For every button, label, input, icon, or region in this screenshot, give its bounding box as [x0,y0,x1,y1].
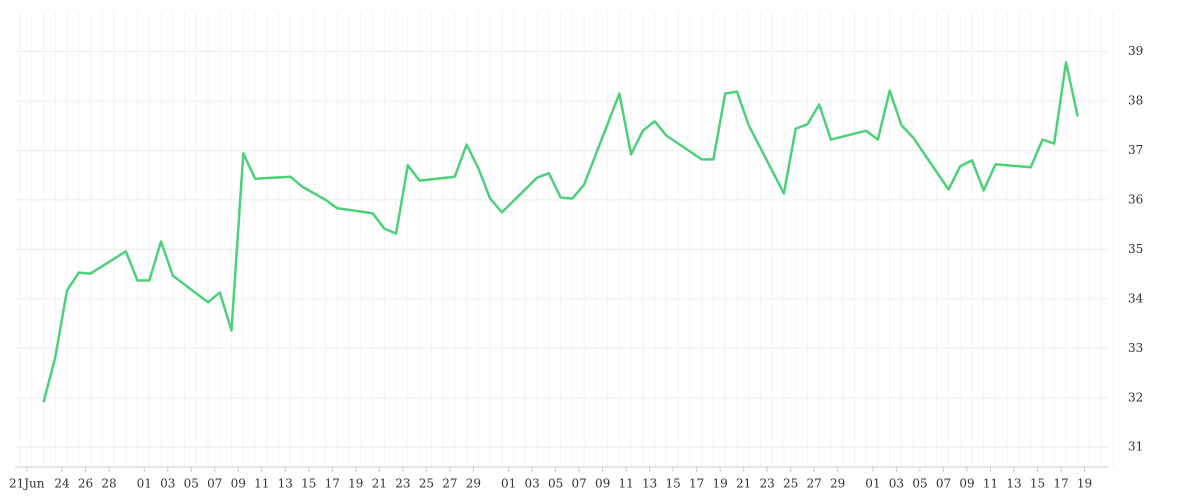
x-tick-label: 11 [254,477,269,491]
x-tick-label: 19 [1077,477,1092,491]
x-tick-label: 21Jun [9,477,45,491]
y-tick-label: 31 [1128,440,1143,454]
x-tick-label: 25 [419,477,434,491]
x-tick-label: 23 [395,477,410,491]
x-tick-label: 09 [959,477,974,491]
x-tick-label: 15 [1030,477,1045,491]
y-tick-label: 39 [1128,44,1143,58]
x-tick-label: 15 [666,477,681,491]
x-tick-label: 05 [548,477,563,491]
x-tick-label: 29 [466,477,481,491]
x-tick-label: 05 [912,477,927,491]
x-tick-label: 13 [278,477,293,491]
y-tick-label: 38 [1128,94,1143,108]
x-tick-label: 15 [301,477,316,491]
x-tick-label: 19 [348,477,363,491]
x-tick-label: 27 [442,477,457,491]
plot-area [15,12,1110,467]
x-tick-label: 09 [231,477,246,491]
x-tick-label: 17 [1053,477,1068,491]
x-tick-label: 01 [865,477,880,491]
y-tick-label: 32 [1128,390,1143,404]
x-tick-label: 26 [78,477,93,491]
x-tick-label: 24 [54,477,70,491]
line [42,61,1079,403]
x-tick-label: 23 [760,477,775,491]
x-tick-label: 03 [524,477,539,491]
x-tick-label: 11 [983,477,998,491]
x-tick-label: 11 [618,477,633,491]
x-tick-label: 05 [184,477,199,491]
x-tick-label: 03 [889,477,904,491]
x-tick-label: 17 [689,477,704,491]
x-tick-label: 01 [501,477,516,491]
x-tick-label: 03 [160,477,175,491]
x-tick-label: 28 [101,477,116,491]
x-tick-label: 19 [713,477,728,491]
x-tick-label: 01 [137,477,152,491]
y-tick-label: 35 [1128,242,1143,256]
x-tick-label: 17 [325,477,340,491]
x-tick-label: 29 [830,477,845,491]
y-tick-label: 34 [1128,291,1144,305]
y-tick-label: 36 [1128,192,1143,206]
x-tick-label: 07 [936,477,951,491]
x-tick-label: 13 [1006,477,1021,491]
x-tick-label: 25 [783,477,798,491]
y-tick-label: 33 [1128,341,1143,355]
x-tick-label: 27 [807,477,822,491]
x-tick-label: 21 [372,477,387,491]
x-tick-label: 07 [571,477,586,491]
x-tick-label: 21 [736,477,751,491]
x-tick-label: 13 [642,477,657,491]
x-tick-label: 07 [207,477,222,491]
y-tick-label: 37 [1128,143,1143,157]
x-tick-label: 09 [595,477,610,491]
